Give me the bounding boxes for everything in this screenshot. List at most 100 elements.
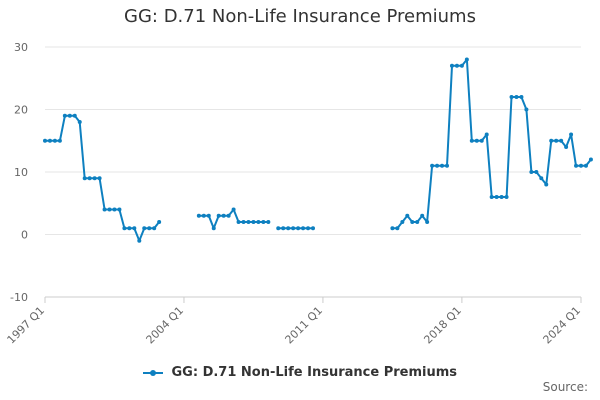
data-point [52,138,57,143]
data-point [87,176,92,181]
data-point [559,138,564,143]
data-point [474,138,479,143]
data-point [47,138,52,143]
data-point [157,220,162,224]
data-point [405,213,410,218]
data-point [445,163,449,168]
x-tick-label: 2018 Q1 [421,304,464,347]
data-point [112,207,117,212]
data-point [57,138,62,143]
data-point [564,145,569,149]
data-point [211,226,216,231]
data-point [588,157,593,162]
data-point [514,95,519,99]
series-plot [43,57,593,243]
data-point [276,226,281,231]
data-point [152,226,157,231]
data-point [400,220,405,224]
data-point [529,170,534,174]
legend-label: GG: D.71 Non-Life Insurance Premiums [171,365,457,380]
data-point [97,176,102,181]
data-point [196,213,201,218]
data-point [534,170,539,174]
data-point [479,138,484,143]
data-point [201,213,206,218]
data-point [549,138,554,143]
data-point [464,57,469,62]
gridlines [45,46,581,298]
data-point [524,107,529,112]
data-point [544,182,549,187]
data-point [286,226,291,231]
data-point [469,138,474,143]
data-point [499,195,504,199]
legend-marker-icon [142,368,163,378]
data-point [489,195,494,199]
data-point [504,195,509,199]
data-point [435,163,440,168]
data-point [449,63,454,68]
data-point [77,120,82,124]
series-line [198,208,269,230]
data-point [440,163,445,168]
data-point [484,132,489,137]
x-tick-label: 2004 Q1 [144,304,187,347]
data-point [236,220,241,224]
axes: -10 0 10 20 30 1997 Q1 2004 Q1 2011 Q1 2018 Q1 20… [5,41,584,346]
data-point [251,220,256,224]
data-point [92,176,97,181]
data-point [539,176,544,181]
data-point [420,213,425,218]
data-point [569,132,574,137]
data-point [216,213,221,218]
data-point [256,220,261,224]
legend[interactable]: GG: D.71 Non-Life Insurance Premiums [0,365,600,380]
data-point [117,207,122,212]
y-tick-label: 10 [14,166,28,179]
data-point [425,220,430,224]
data-point [142,226,147,231]
y-tick-label: -10 [10,291,28,304]
data-point [107,207,112,212]
data-point [137,238,142,243]
data-point [127,226,132,231]
chart-title: GG: D.71 Non-Life Insurance Premiums [124,6,476,27]
data-point [410,220,415,224]
y-tick-label: 20 [14,104,28,117]
x-tick-label: 2024 Q1 [541,304,584,347]
data-point [454,63,459,68]
data-point [206,213,211,218]
data-point [43,138,47,143]
data-point [261,220,266,224]
data-point [226,213,231,218]
data-point [67,113,72,118]
data-point [583,163,588,168]
data-point [509,95,514,99]
data-point [241,220,246,224]
data-point [281,226,286,231]
data-point [574,163,579,168]
data-point [430,163,435,168]
data-point [266,220,271,224]
data-point [306,226,311,231]
data-point [395,226,400,231]
data-point [102,207,107,212]
data-point [246,220,251,224]
y-tick-label: 0 [21,229,28,242]
data-point [122,226,127,231]
data-point [62,113,67,118]
data-point [301,226,306,231]
data-point [296,226,301,231]
data-point [579,163,583,168]
y-tick-label: 30 [14,41,28,54]
data-point [494,195,499,199]
source-label: Source: [542,380,588,394]
data-point [291,226,296,231]
data-point [519,95,524,99]
data-point [459,63,464,68]
data-point [132,226,137,231]
x-tick-label: 1997 Q1 [5,304,48,347]
data-point [82,176,87,181]
x-tick-label: 2011 Q1 [283,304,326,347]
